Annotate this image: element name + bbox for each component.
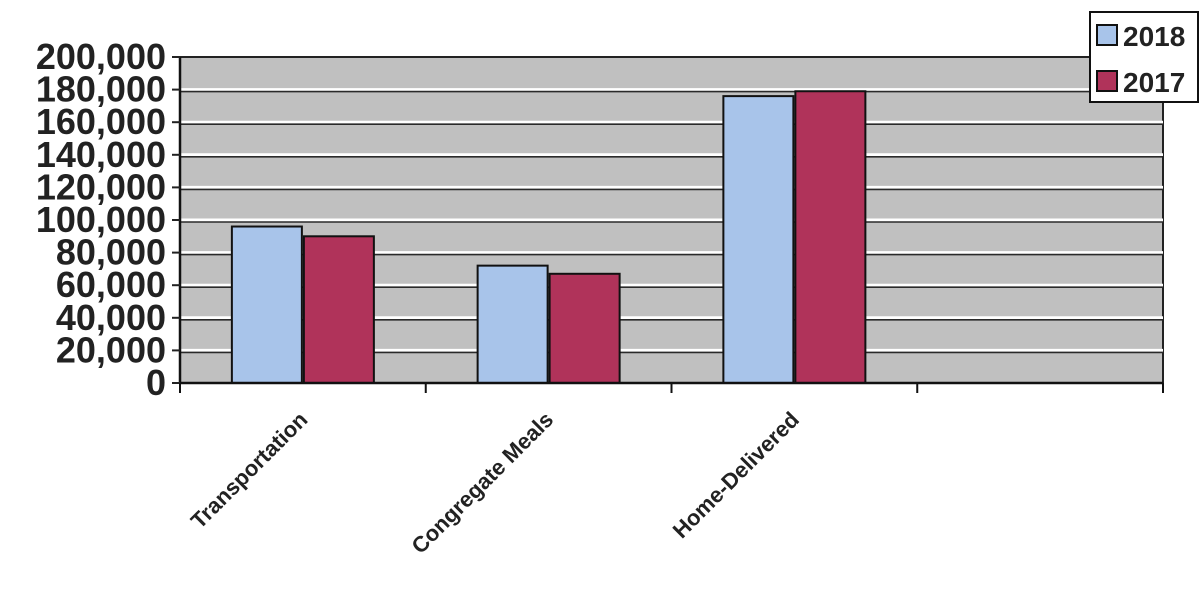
y-tick-label: 140,000 <box>36 134 166 175</box>
y-tick-label: 100,000 <box>36 199 166 240</box>
y-tick-label: 80,000 <box>56 232 166 273</box>
bar-2017-congregate-meals <box>548 272 621 385</box>
bar-2018-home-delivered <box>722 95 795 385</box>
legend: 2018 2017 <box>1089 11 1199 103</box>
legend-label-2017: 2017 <box>1123 67 1185 98</box>
x-category-label: Home-Delivered <box>668 407 804 543</box>
y-tick-label: 40,000 <box>56 297 166 338</box>
bar-2018-congregate-meals <box>476 264 549 385</box>
x-category-label: Transportation <box>186 407 313 534</box>
y-tick-label: 160,000 <box>36 101 166 142</box>
x-axis-ticks: Transportation Congregate Meals Home-Deliv… <box>179 383 1164 559</box>
gridlines <box>180 88 1163 354</box>
legend-label-2018: 2018 <box>1123 21 1185 52</box>
y-tick-label: 60,000 <box>56 264 166 305</box>
y-tick-label: 20,000 <box>56 329 166 370</box>
bar-2017-home-delivered <box>794 90 867 384</box>
x-category-label: Congregate Meals <box>406 407 558 559</box>
y-tick-label: 0 <box>146 362 166 403</box>
y-tick-label: 120,000 <box>36 166 166 207</box>
legend-swatch-2018 <box>1096 24 1118 46</box>
y-axis-ticks: 020,00040,00060,00080,000100,000120,0001… <box>36 36 180 403</box>
bar-2018-transportation <box>230 225 303 384</box>
bar-2017-transportation <box>302 235 375 384</box>
bars <box>230 90 867 385</box>
legend-swatch-2017 <box>1096 70 1118 92</box>
y-tick-label: 200,000 <box>36 36 166 77</box>
y-tick-label: 180,000 <box>36 69 166 110</box>
